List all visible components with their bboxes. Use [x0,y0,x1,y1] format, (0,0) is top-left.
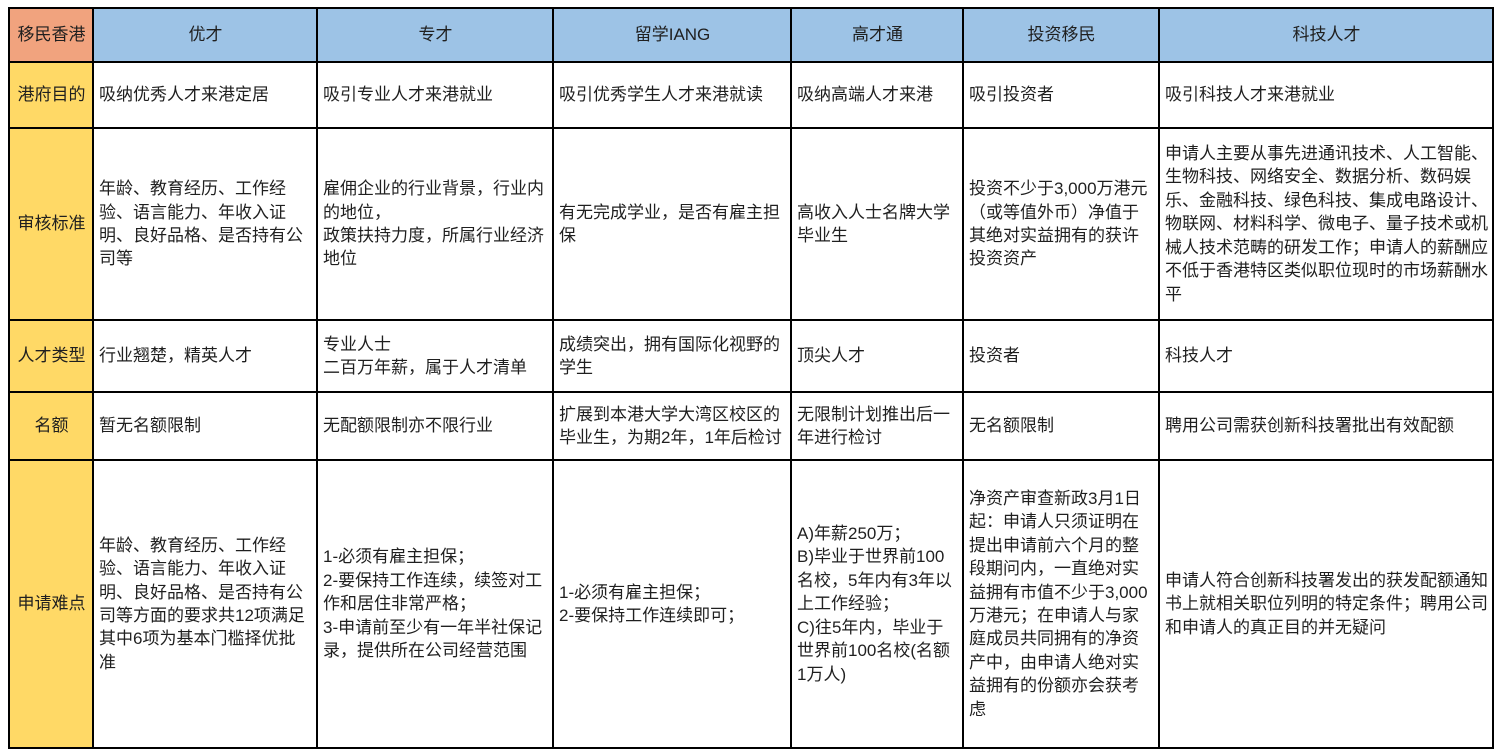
table-cell: 吸引科技人才来港就业 [1158,61,1494,129]
table-cell: 聘用公司需获创新科技署批出有效配额 [1158,391,1494,461]
table-cell: 成绩突出，拥有国际化视野的学生 [552,319,792,393]
column-header-investment: 投资移民 [962,7,1160,63]
table-cell: 行业翘楚，精英人才 [92,319,318,393]
table-cell: 1-必须有雇主担保； 2-要保持工作连续，续签对工作和居住非常严格； 3-申请前… [316,459,554,749]
table-row-difficulty: 申请难点 年龄、教育经历、工作经验、语言能力、年收入证明、良好品格、是否持有公司… [8,459,1494,749]
table-cell: 顶尖人才 [790,319,964,393]
table-cell: 无名额限制 [962,391,1160,461]
table-cell: 扩展到本港大学大湾区校区的毕业生，为期2年，1年后检讨 [552,391,792,461]
table-cell: 无配额限制亦不限行业 [316,391,554,461]
row-label-talent-type: 人才类型 [8,319,94,393]
table-cell: 年龄、教育经历、工作经验、语言能力、年收入证明、良好品格、是否持有公司等方面的要… [92,459,318,749]
corner-cell: 移民香港 [8,7,94,63]
table-row-purpose: 港府目的 吸纳优秀人才来港定居 吸引专业人才来港就业 吸引优秀学生人才来港就读 … [8,61,1494,129]
table-cell: 吸纳优秀人才来港定居 [92,61,318,129]
table-cell: 年龄、教育经历、工作经验、语言能力、年收入证明、良好品格、是否持有公司等 [92,127,318,321]
table-cell: 专业人士 二百万年薪，属于人才清单 [316,319,554,393]
column-header-iang: 留学IANG [552,7,792,63]
table-cell: 雇佣企业的行业背景，行业内的地位， 政策扶持力度，所属行业经济 地位 [316,127,554,321]
table-cell: 高收入人士名牌大学毕业生 [790,127,964,321]
table-cell: 投资不少于3,000万港元（或等值外币）净值于其绝对实益拥有的获许投资资产 [962,127,1160,321]
header-row: 移民香港 优才 专才 留学IANG 高才通 投资移民 科技人才 [8,7,1494,63]
column-header-youcai: 优才 [92,7,318,63]
table-row-talent-type: 人才类型 行业翘楚，精英人才 专业人士 二百万年薪，属于人才清单 成绩突出，拥有… [8,319,1494,393]
table-cell: 吸引优秀学生人才来港就读 [552,61,792,129]
row-label-quota: 名额 [8,391,94,461]
table-cell: 吸引投资者 [962,61,1160,129]
table-cell: 净资产审查新政3月1日起：申请人只须证明在提出申请前六个月的整段期问内，一直绝对… [962,459,1160,749]
table-cell: 申请人主要从事先进通讯技术、人工智能、生物科技、网络安全、数据分析、数码娱乐、金… [1158,127,1494,321]
column-header-gaocaitong: 高才通 [790,7,964,63]
row-label-purpose: 港府目的 [8,61,94,129]
table-cell: 暂无名额限制 [92,391,318,461]
column-header-zhuancai: 专才 [316,7,554,63]
table-row-criteria: 审核标准 年龄、教育经历、工作经验、语言能力、年收入证明、良好品格、是否持有公司… [8,127,1494,321]
table-cell: 吸引专业人才来港就业 [316,61,554,129]
table-cell: 有无完成学业，是否有雇主担保 [552,127,792,321]
table-cell: A)年薪250万； B)毕业于世界前100名校，5年内有3年以上工作经验； C)… [790,459,964,749]
table-row-quota: 名额 暂无名额限制 无配额限制亦不限行业 扩展到本港大学大湾区校区的毕业生，为期… [8,391,1494,461]
row-label-difficulty: 申请难点 [8,459,94,749]
row-label-criteria: 审核标准 [8,127,94,321]
table-cell: 申请人符合创新科技署发出的获发配额通知书上就相关职位列明的特定条件；聘用公司和申… [1158,459,1494,749]
table-cell: 无限制计划推出后一年进行检讨 [790,391,964,461]
table-cell: 科技人才 [1158,319,1494,393]
immigration-comparison-table: 移民香港 优才 专才 留学IANG 高才通 投资移民 科技人才 港府目的 吸纳优… [8,7,1494,749]
table-cell: 1-必须有雇主担保； 2-要保持工作连续即可； [552,459,792,749]
table-cell: 投资者 [962,319,1160,393]
column-header-tech-talent: 科技人才 [1158,7,1494,63]
table-cell: 吸纳高端人才来港 [790,61,964,129]
